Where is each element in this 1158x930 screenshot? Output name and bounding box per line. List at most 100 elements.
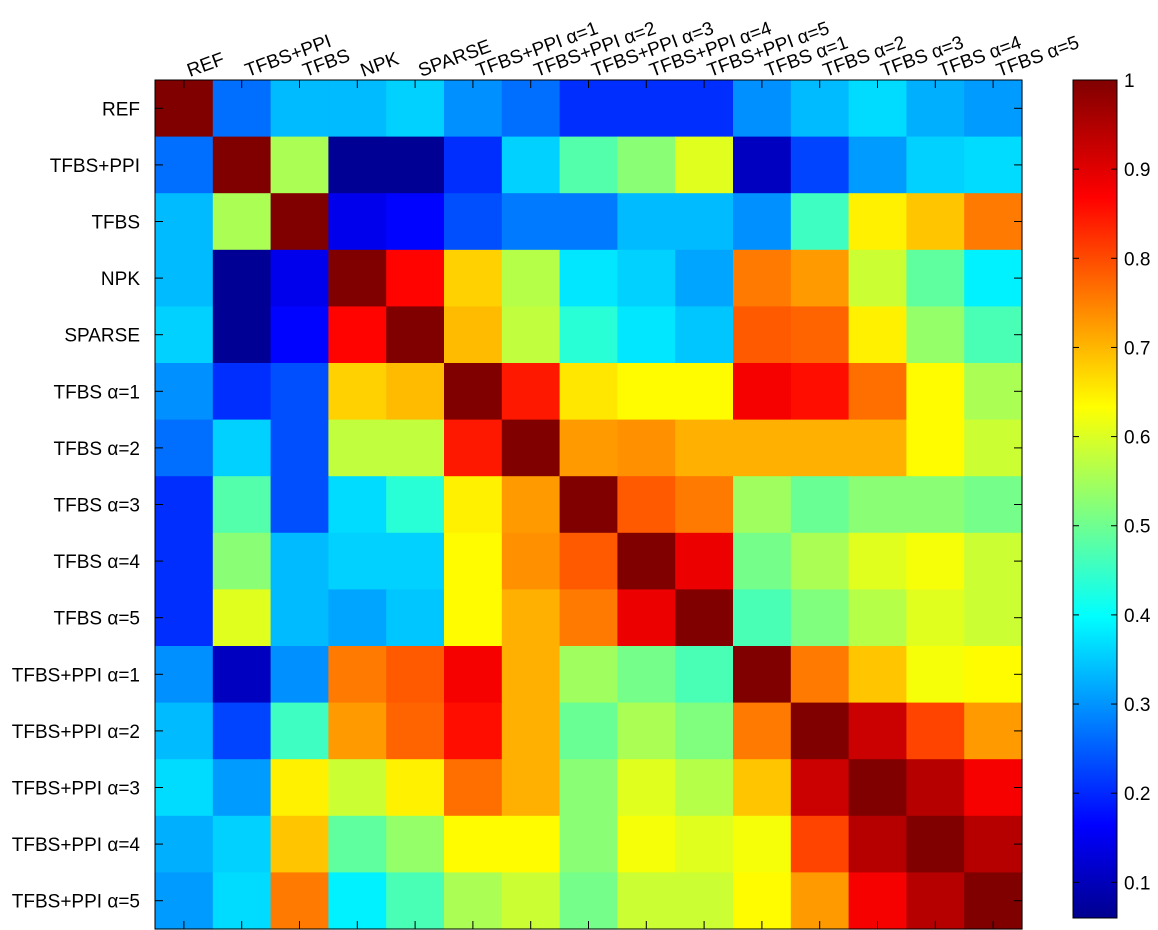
colorbar-tick-label: 0.1: [1124, 873, 1150, 894]
heatmap-cell: [675, 193, 734, 251]
heatmap-cell: [155, 136, 214, 194]
heatmap-cell: [328, 589, 387, 647]
heatmap-cell: [848, 759, 907, 817]
heatmap-cell: [444, 759, 503, 817]
heatmap-cell: [617, 702, 676, 760]
row-labels: REF TFBS+PPI TFBS NPK SPARSE TFBS α=1 TFBS α=2…: [12, 99, 141, 912]
heatmap-cell: [444, 646, 503, 704]
row-label: TFBS+PPI α=5: [12, 892, 140, 913]
heatmap-cell: [212, 136, 272, 194]
heatmap-cell: [848, 532, 907, 590]
heatmap-cell: [964, 476, 1023, 534]
heatmap-cell: [964, 702, 1023, 760]
heatmap-cell: [212, 419, 272, 477]
heatmap-cell: [328, 759, 387, 817]
heatmap-cell: [617, 306, 676, 364]
heatmap-cell: [270, 419, 329, 477]
heatmap-cell: [270, 532, 329, 590]
heatmap-cell: [790, 702, 850, 760]
heatmap-cell: [270, 193, 329, 251]
heatmap-cell: [212, 193, 272, 251]
heatmap-cell: [155, 759, 214, 817]
heatmap-cell: [444, 80, 503, 138]
heatmap-cell: [906, 136, 965, 194]
heatmap-cell: [386, 759, 445, 817]
heatmap-cell: [270, 589, 329, 647]
heatmap-cell: [733, 419, 792, 477]
heatmap-cell: [617, 419, 676, 477]
heatmap-cell: [386, 363, 445, 421]
heatmap-cell: [386, 249, 445, 307]
heatmap-cell: [328, 249, 387, 307]
colorbar-tick-label: 0.2: [1124, 784, 1150, 805]
heatmap-cell: [790, 306, 850, 364]
heatmap-cell: [559, 306, 618, 364]
heatmap-cell: [790, 589, 850, 647]
row-label: TFBS α=5: [54, 609, 140, 630]
heatmap-cell: [559, 80, 618, 138]
heatmap-cell: [559, 363, 618, 421]
row-label: TFBS: [91, 213, 140, 234]
heatmap-cell: [675, 249, 734, 307]
colorbar-tick-label: 0.4: [1124, 606, 1151, 627]
heatmap-cell: [386, 136, 445, 194]
heatmap-cell: [617, 80, 676, 138]
row-label: TFBS+PPI α=3: [12, 779, 140, 800]
heatmap-cell: [155, 532, 214, 590]
heatmap-cell: [733, 80, 792, 138]
heatmap-cell: [617, 589, 676, 647]
colorbar: 0.1 0.2 0.3 0.4 0.5 0.6 0.7 0.8 0.9 1: [1072, 71, 1151, 919]
heatmap-cell: [906, 589, 965, 647]
heatmap-cell: [328, 476, 387, 534]
heatmap-cell: [790, 532, 850, 590]
heatmap-cell: [848, 363, 907, 421]
heatmap-cell: [964, 306, 1023, 364]
heatmap-cell: [444, 872, 503, 930]
heatmap-cell: [790, 646, 850, 704]
heatmap-cell: [617, 136, 676, 194]
heatmap-cell: [559, 872, 618, 930]
heatmap-cell: [212, 815, 272, 873]
heatmap-cell: [212, 363, 272, 421]
heatmap-cell: [270, 702, 329, 760]
colorbar-tick-label: 0.3: [1124, 695, 1150, 716]
heatmap-cell: [617, 249, 676, 307]
heatmap-cell: [790, 136, 850, 194]
heatmap-cell: [733, 872, 792, 930]
heatmap-cell: [559, 646, 618, 704]
heatmap-cell: [386, 815, 445, 873]
heatmap-cell: [444, 306, 503, 364]
colorbar-tick-label: 0.5: [1124, 517, 1150, 538]
heatmap-cell: [675, 646, 734, 704]
colorbar-gradient: [1072, 79, 1118, 919]
heatmap-cell: [848, 872, 907, 930]
heatmap-cell: [212, 872, 272, 930]
heatmap-cell: [617, 476, 676, 534]
heatmap-cell: [848, 249, 907, 307]
heatmap-cell: [212, 476, 272, 534]
heatmap-cell: [444, 136, 503, 194]
heatmap-cell: [848, 702, 907, 760]
heatmap-cell: [155, 419, 214, 477]
heatmap-cell: [270, 249, 329, 307]
heatmap-cell: [906, 476, 965, 534]
heatmap-cell: [675, 306, 734, 364]
heatmap-cell: [675, 419, 734, 477]
row-label: TFBS+PPI α=4: [12, 835, 141, 856]
row-label: TFBS α=2: [54, 439, 140, 460]
heatmap-cell: [386, 646, 445, 704]
heatmap-cell: [848, 646, 907, 704]
heatmap-cell: [675, 589, 734, 647]
heatmap-cell: [790, 80, 850, 138]
heatmap-cell: [501, 646, 561, 704]
column-label: NPK: [358, 48, 402, 81]
heatmap-cell: [906, 363, 965, 421]
heatmap-cell: [501, 815, 561, 873]
heatmap-cell: [964, 249, 1023, 307]
heatmap-cell: [501, 249, 561, 307]
row-label: SPARSE: [64, 326, 140, 347]
row-label: TFBS+PPI α=2: [12, 722, 140, 743]
heatmap-cell: [270, 476, 329, 534]
heatmap-cell: [501, 872, 561, 930]
heatmap-cell: [501, 363, 561, 421]
